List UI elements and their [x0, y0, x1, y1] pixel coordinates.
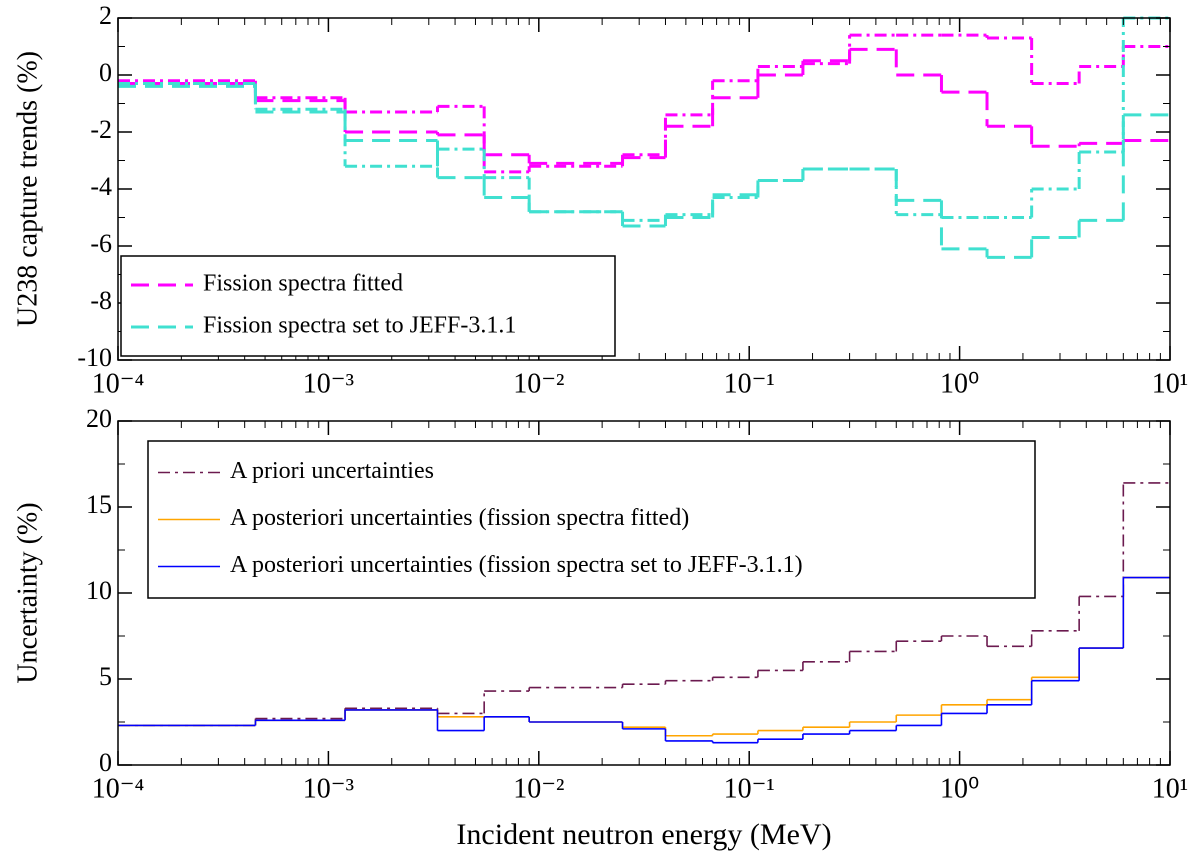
x-tick-label: 10⁻⁴	[92, 773, 145, 804]
x-tick-label: 10⁻⁴	[92, 368, 145, 399]
x-tick-label: 10⁻¹	[724, 773, 775, 804]
x-axis-label: Incident neutron energy (MeV)	[456, 818, 831, 851]
y-tick-label: 0	[99, 58, 112, 87]
x-tick-label: 10⁻¹	[724, 368, 775, 399]
legend-label: Fission spectra set to JEFF-3.1.1	[203, 313, 516, 339]
y-tick-label: -4	[90, 172, 112, 201]
x-tick-label: 10⁰	[940, 368, 979, 399]
y-tick-label: 15	[86, 490, 112, 519]
x-tick-label: 10⁻²	[513, 773, 564, 804]
y-axis-label: U238 capture trends (%)	[12, 51, 43, 327]
x-tick-label: 10⁻²	[513, 368, 564, 399]
y-tick-label: 2	[99, 1, 112, 30]
y-tick-label: -8	[90, 286, 112, 315]
legend-label: A posteriori uncertainties (fission spec…	[230, 552, 803, 578]
legend-label: Fission spectra fitted	[203, 271, 403, 297]
x-tick-label: 10⁻³	[303, 773, 354, 804]
y-axis-label: Uncertainty (%)	[12, 502, 43, 683]
x-tick-label: 10¹	[1152, 368, 1188, 399]
x-tick-label: 10⁰	[940, 773, 979, 804]
y-tick-label: -2	[90, 115, 112, 144]
x-tick-label: 10⁻³	[303, 368, 354, 399]
legend-label: A posteriori uncertainties (fission spec…	[230, 505, 689, 531]
legend-box	[120, 255, 616, 357]
legend-box	[147, 440, 1036, 599]
x-tick-label: 10¹	[1152, 773, 1188, 804]
y-tick-label: 5	[99, 662, 112, 691]
y-tick-label: 10	[86, 576, 112, 605]
y-tick-label: 20	[86, 404, 112, 433]
y-tick-label: -10	[77, 343, 112, 372]
y-tick-label: 0	[99, 748, 112, 777]
y-tick-label: -6	[90, 229, 112, 258]
legend-label: A priori uncertainties	[230, 458, 434, 484]
